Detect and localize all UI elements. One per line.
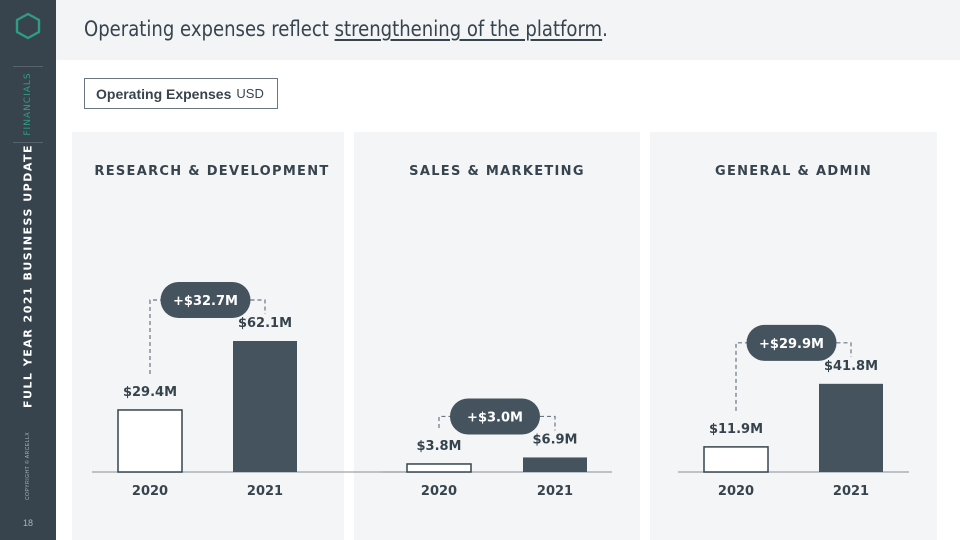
value-label-2020-sales-marketing: $3.8M [416,439,461,454]
hexagon-logo-icon [15,12,41,40]
unit-tag-label: Operating Expenses [96,85,232,102]
bar-2020-sales-marketing [406,463,472,473]
category-label-2020-sales-marketing: 2020 [421,484,457,499]
sidebar-divider [13,142,43,143]
page-title-emphasis: strengthening of the platform [334,17,603,41]
sidebar: FINANCIALS FULL YEAR 2021 BUSINESS UPDAT… [0,0,56,540]
change-label-research-development: +$32.7M [173,294,238,309]
change-badge-sales-marketing [450,398,540,435]
value-label-2020-research-development: $29.4M [123,385,177,400]
connector-left-research-development [149,299,161,374]
bar-2020-general-admin [703,446,769,473]
connector-right-research-development [250,299,266,314]
chart-title-general-admin: GENERAL & ADMIN [714,164,873,179]
chart-title-sales-marketing: SALES & MARKETING [409,164,585,179]
value-label-2020-general-admin: $11.9M [709,422,763,437]
category-label-2021-general-admin: 2021 [833,484,869,499]
connector-left-general-admin [735,342,747,411]
page-number: 18 [22,518,33,528]
unit-tag-currency: USD [236,86,264,101]
change-label-general-admin: +$29.9M [759,337,824,352]
category-label-2020-general-admin: 2020 [718,484,754,499]
connector-left-sales-marketing [438,415,450,428]
connector-right-general-admin [836,342,852,357]
value-label-2021-research-development: $62.1M [238,316,292,331]
category-label-2021-sales-marketing: 2021 [537,484,573,499]
value-label-2021-sales-marketing: $6.9M [532,432,577,447]
bar-2021-sales-marketing [523,457,587,472]
category-label-2021-research-development: 2021 [247,484,283,499]
change-badge-research-development [160,282,251,318]
connector-right-sales-marketing [540,415,556,431]
bar-2020-research-development [117,409,183,473]
chart-title-research-development: RESEARCH & DEVELOPMENT [94,164,330,179]
category-label-2020-research-development: 2020 [132,484,168,499]
header-bar: Operating expenses reflect strengthening… [56,0,960,60]
unit-tag: Operating Expenses USD [84,78,278,109]
value-label-2021-general-admin: $41.8M [824,359,878,374]
change-badge-general-admin [746,324,837,361]
page-title-text: Operating expenses reflect [84,17,335,41]
page-title: Operating expenses reflect strengthening… [84,17,608,41]
change-label-sales-marketing: +$3.0M [467,410,523,425]
bar-2021-research-development [233,341,297,472]
sidebar-divider [13,66,43,67]
bar-2021-general-admin [819,383,883,472]
page-title-period: . [602,17,608,41]
